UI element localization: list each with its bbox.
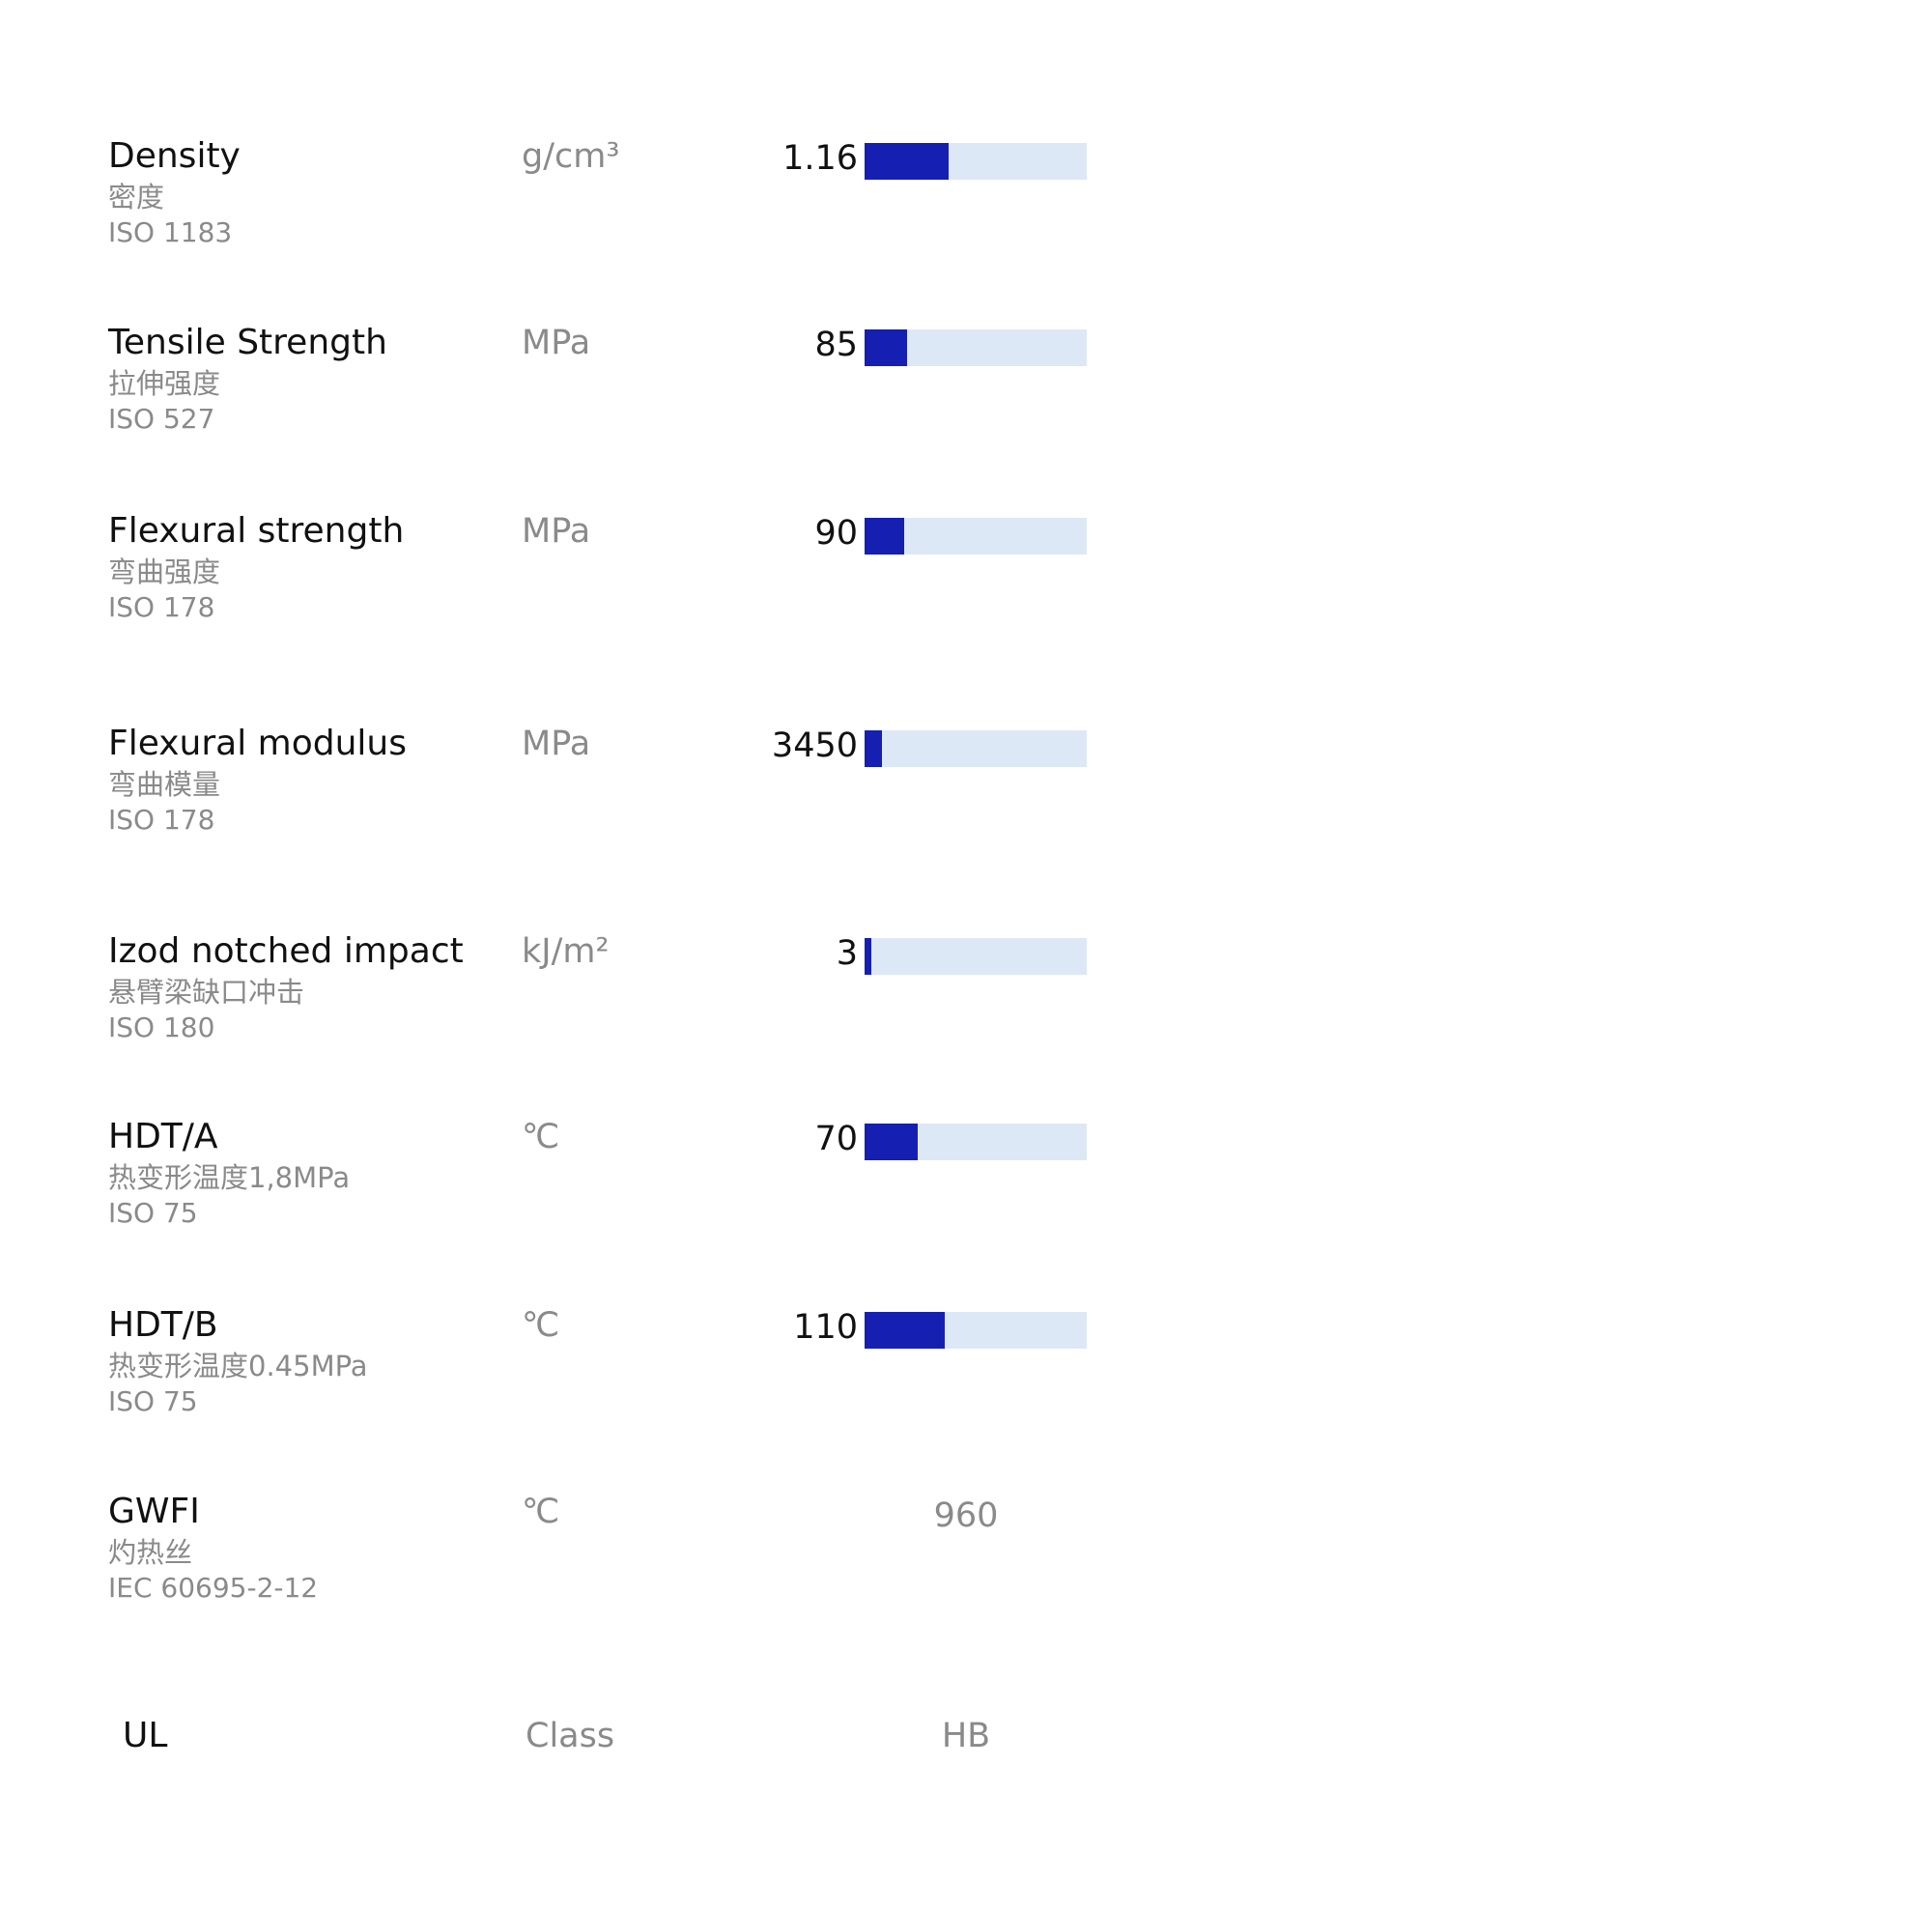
value-bar-fill: [865, 1124, 919, 1160]
property-name: Flexural strength: [108, 511, 405, 551]
value-bar-track: [865, 1124, 1087, 1160]
property-row-density: Density 密度 ISO 1183 g/cm³ 1.16: [0, 135, 1932, 328]
unit-label: Class: [526, 1717, 615, 1755]
value-label: 3: [836, 934, 858, 973]
value-label: 90: [814, 514, 858, 553]
value-label: 960: [933, 1496, 999, 1535]
test-standard: ISO 178: [108, 804, 215, 836]
property-row-flexural-modulus: Flexural modulus 弯曲模量 ISO 178 MPa 3450: [0, 723, 1932, 916]
unit-label: ℃: [522, 1118, 560, 1156]
property-name: HDT/A: [108, 1117, 218, 1156]
property-name-cn: 密度: [108, 181, 165, 214]
property-row-hdt-b: HDT/B 热变形温度0.45MPa ISO 75 ℃ 110: [0, 1304, 1932, 1497]
unit-label: g/cm³: [522, 137, 620, 176]
property-row-ul: UL Class HB: [0, 1715, 1932, 1908]
property-name: Tensile Strength: [108, 323, 387, 362]
property-name-cn: 热变形温度0.45MPa: [108, 1350, 368, 1382]
test-standard: IEC 60695-2-12: [108, 1572, 319, 1604]
value-bar-track: [865, 730, 1087, 767]
property-name-cn: 热变形温度1,8MPa: [108, 1161, 351, 1194]
property-row-gwfi: GWFI 灼热丝 IEC 60695-2-12 ℃ 960: [0, 1491, 1932, 1684]
value-label: 85: [814, 326, 858, 364]
property-row-tensile-strength: Tensile Strength 拉伸强度 ISO 527 MPa 85: [0, 322, 1932, 515]
test-standard: ISO 1183: [108, 216, 233, 248]
property-name: UL: [123, 1716, 168, 1755]
unit-label: kJ/m²: [522, 932, 610, 971]
property-name-cn: 弯曲模量: [108, 768, 221, 801]
unit-label: MPa: [522, 512, 591, 551]
property-name-cn: 灼热丝: [108, 1536, 193, 1569]
unit-label: MPa: [522, 324, 591, 362]
property-name: Flexural modulus: [108, 724, 407, 763]
property-name: GWFI: [108, 1492, 200, 1531]
value-bar-track: [865, 938, 1087, 975]
unit-label: ℃: [522, 1306, 560, 1345]
value-label: 3450: [771, 726, 858, 765]
property-name: HDT/B: [108, 1305, 218, 1345]
property-row-flexural-strength: Flexural strength 弯曲强度 ISO 178 MPa 90: [0, 510, 1932, 703]
property-row-izod-impact: Izod notched impact 悬臂梁缺口冲击 ISO 180 kJ/m…: [0, 930, 1932, 1124]
test-standard: ISO 75: [108, 1197, 198, 1229]
value-bar-track: [865, 329, 1087, 366]
property-name: Density: [108, 136, 241, 176]
value-bar-fill: [865, 518, 905, 555]
value-bar-fill: [865, 938, 871, 975]
value-label: 110: [793, 1308, 858, 1347]
property-name-cn: 拉伸强度: [108, 367, 221, 400]
value-label: 1.16: [782, 139, 858, 178]
test-standard: ISO 527: [108, 403, 215, 435]
property-name: Izod notched impact: [108, 931, 464, 971]
value-bar-fill: [865, 329, 907, 366]
property-name-cn: 弯曲强度: [108, 555, 221, 588]
value-bar-track: [865, 518, 1087, 555]
test-standard: ISO 75: [108, 1385, 198, 1417]
value-bar-fill: [865, 143, 950, 180]
value-bar-track: [865, 1312, 1087, 1349]
property-name-cn: 悬臂梁缺口冲击: [108, 976, 305, 1009]
value-bar-track: [865, 143, 1087, 180]
unit-label: MPa: [522, 725, 591, 763]
value-bar-fill: [865, 1312, 945, 1349]
test-standard: ISO 180: [108, 1011, 215, 1043]
value-label: 70: [814, 1120, 858, 1158]
value-bar-fill: [865, 730, 883, 767]
unit-label: ℃: [522, 1493, 560, 1531]
property-row-hdt-a: HDT/A 热变形温度1,8MPa ISO 75 ℃ 70: [0, 1116, 1932, 1309]
value-label: HB: [941, 1717, 991, 1755]
test-standard: ISO 178: [108, 591, 215, 623]
